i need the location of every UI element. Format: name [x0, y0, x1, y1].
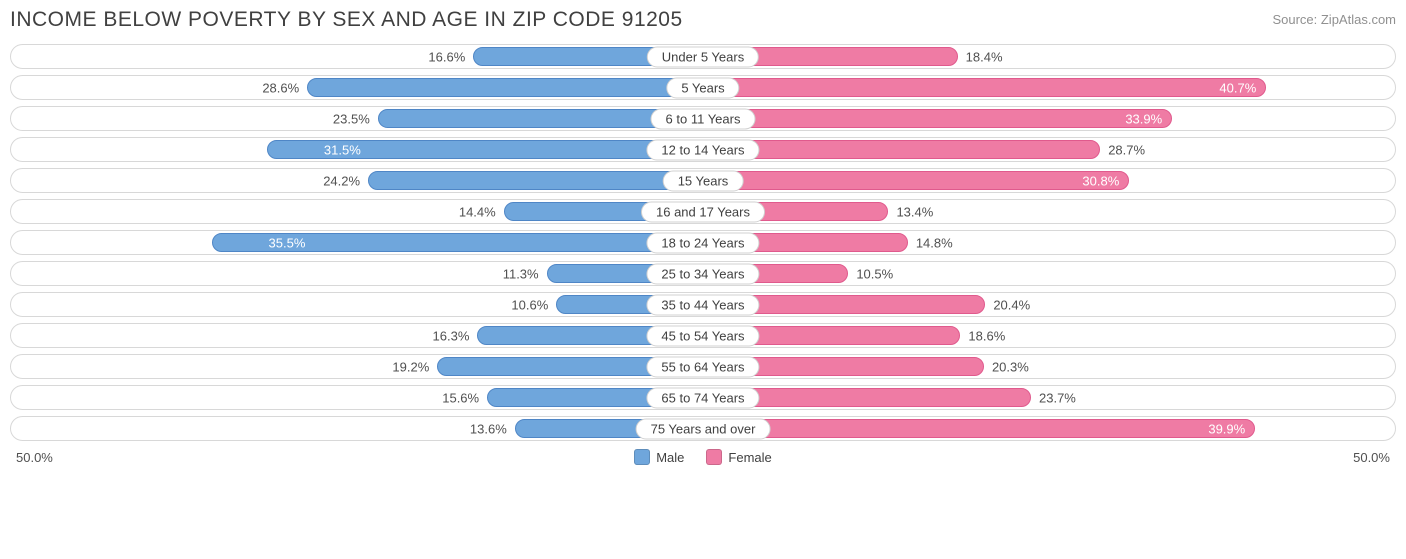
male-value-label: 16.6%: [428, 49, 473, 64]
female-swatch-icon: [706, 449, 722, 465]
female-value-label: 40.7%: [1219, 80, 1266, 95]
legend-male-label: Male: [656, 450, 684, 465]
female-value-label: 20.3%: [984, 359, 1029, 374]
category-pill: 16 and 17 Years: [641, 201, 765, 222]
female-value-label: 18.6%: [960, 328, 1005, 343]
chart-row: 28.6% 40.7% 5 Years: [10, 75, 1396, 100]
axis-right-label: 50.0%: [1353, 450, 1390, 465]
female-bar: [703, 78, 1266, 97]
female-value-label: 14.8%: [908, 235, 953, 250]
legend-female: Female: [706, 449, 771, 465]
legend-male: Male: [634, 449, 684, 465]
female-value-label: 10.5%: [848, 266, 893, 281]
male-bar: [307, 78, 703, 97]
female-value-label: 13.4%: [888, 204, 933, 219]
male-value-label: 11.3%: [503, 266, 547, 281]
female-value-label: 18.4%: [958, 49, 1003, 64]
chart-row: 35.5% 14.8% 18 to 24 Years: [10, 230, 1396, 255]
female-value-label: 28.7%: [1100, 142, 1145, 157]
category-pill: 65 to 74 Years: [646, 387, 759, 408]
category-pill: 12 to 14 Years: [646, 139, 759, 160]
male-value-label: 24.2%: [323, 173, 368, 188]
legend: Male Female: [634, 449, 772, 465]
category-pill: Under 5 Years: [647, 46, 759, 67]
chart-row: 23.5% 33.9% 6 to 11 Years: [10, 106, 1396, 131]
chart-row: 11.3% 10.5% 25 to 34 Years: [10, 261, 1396, 286]
chart-row: 16.3% 18.6% 45 to 54 Years: [10, 323, 1396, 348]
category-pill: 5 Years: [666, 77, 739, 98]
category-pill: 6 to 11 Years: [651, 108, 756, 129]
female-bar: [703, 140, 1100, 159]
chart-row: 14.4% 13.4% 16 and 17 Years: [10, 199, 1396, 224]
chart-row: 24.2% 30.8% 15 Years: [10, 168, 1396, 193]
male-value-label: 35.5%: [259, 235, 306, 250]
category-pill: 15 Years: [663, 170, 744, 191]
source-label: Source: ZipAtlas.com: [1272, 12, 1396, 27]
chart-rows: 16.6% 18.4% Under 5 Years 28.6% 40.7% 5 Years…: [10, 44, 1396, 441]
female-value-label: 30.8%: [1082, 173, 1129, 188]
male-value-label: 16.3%: [433, 328, 478, 343]
category-pill: 25 to 34 Years: [646, 263, 759, 284]
category-pill: 55 to 64 Years: [646, 356, 759, 377]
male-value-label: 28.6%: [262, 80, 307, 95]
category-pill: 18 to 24 Years: [646, 232, 759, 253]
male-swatch-icon: [634, 449, 650, 465]
male-value-label: 13.6%: [470, 421, 515, 436]
male-value-label: 15.6%: [442, 390, 487, 405]
female-bar: [703, 109, 1172, 128]
female-value-label: 39.9%: [1208, 421, 1255, 436]
chart-container: INCOME BELOW POVERTY BY SEX AND AGE IN Z…: [0, 0, 1406, 475]
female-bar: [703, 419, 1255, 438]
male-bar: [368, 171, 703, 190]
male-value-label: 19.2%: [392, 359, 437, 374]
axis-left-label: 50.0%: [16, 450, 53, 465]
female-value-label: 20.4%: [985, 297, 1030, 312]
legend-female-label: Female: [728, 450, 771, 465]
chart-row: 13.6% 39.9% 75 Years and over: [10, 416, 1396, 441]
male-value-label: 23.5%: [333, 111, 378, 126]
chart-row: 31.5% 28.7% 12 to 14 Years: [10, 137, 1396, 162]
male-value-label: 10.6%: [511, 297, 556, 312]
chart-row: 16.6% 18.4% Under 5 Years: [10, 44, 1396, 69]
category-pill: 45 to 54 Years: [646, 325, 759, 346]
male-value-label: 14.4%: [459, 204, 504, 219]
chart-row: 15.6% 23.7% 65 to 74 Years: [10, 385, 1396, 410]
category-pill: 75 Years and over: [636, 418, 771, 439]
chart-row: 10.6% 20.4% 35 to 44 Years: [10, 292, 1396, 317]
chart-footer: 50.0% Male Female 50.0%: [10, 449, 1396, 465]
female-value-label: 23.7%: [1031, 390, 1076, 405]
category-pill: 35 to 44 Years: [646, 294, 759, 315]
male-value-label: 31.5%: [314, 142, 361, 157]
female-value-label: 33.9%: [1125, 111, 1172, 126]
header: INCOME BELOW POVERTY BY SEX AND AGE IN Z…: [10, 8, 1396, 32]
chart-row: 19.2% 20.3% 55 to 64 Years: [10, 354, 1396, 379]
female-bar: [703, 171, 1129, 190]
chart-title: INCOME BELOW POVERTY BY SEX AND AGE IN Z…: [10, 8, 683, 32]
